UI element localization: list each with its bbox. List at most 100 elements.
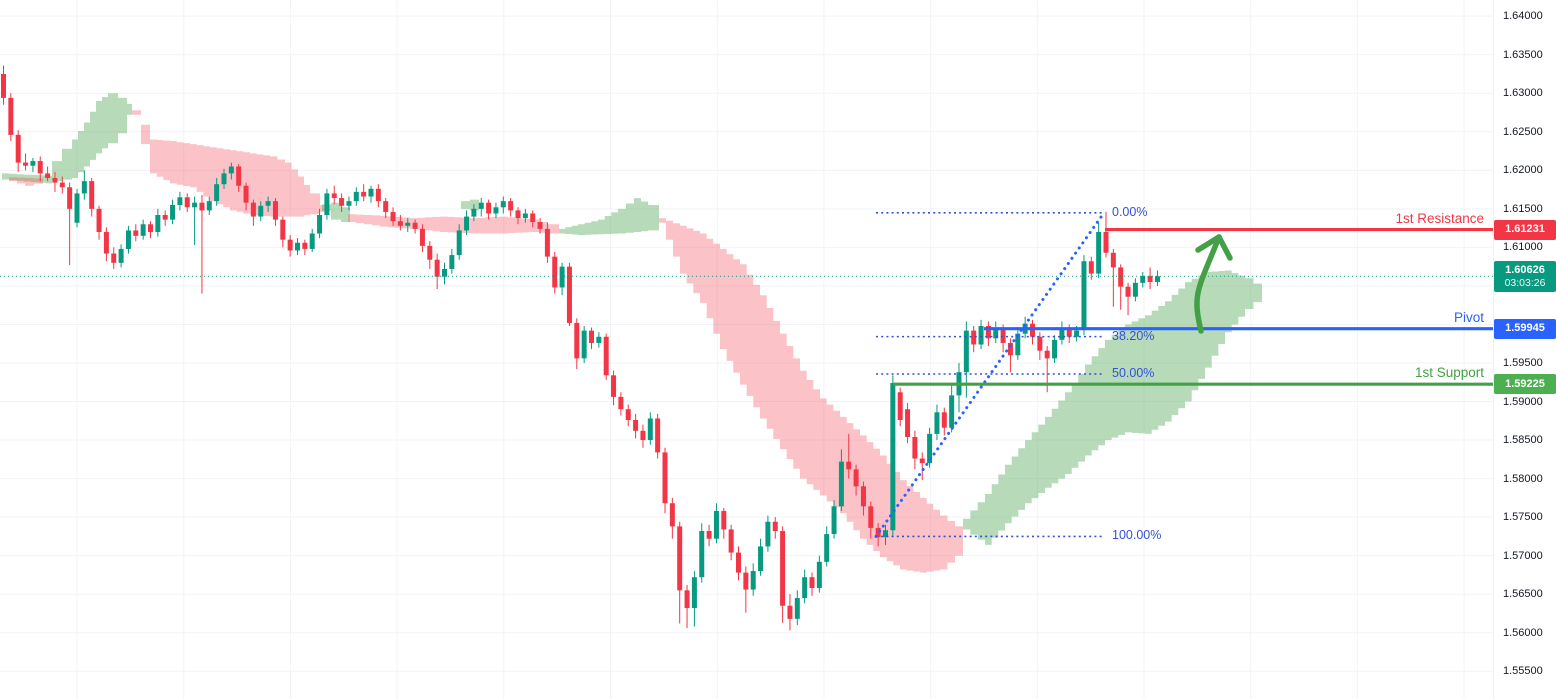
candle-body bbox=[140, 224, 146, 236]
candle-body bbox=[170, 204, 176, 220]
candle-body bbox=[802, 577, 808, 599]
trend-arrow[interactable] bbox=[1194, 234, 1233, 334]
candle-body bbox=[1037, 336, 1043, 351]
candle-body bbox=[662, 452, 668, 504]
candle-body bbox=[1074, 330, 1080, 337]
candle-body bbox=[405, 222, 411, 226]
candle-body bbox=[265, 201, 271, 206]
price-tick-label: 1.59000 bbox=[1503, 395, 1543, 408]
candle-body bbox=[508, 201, 514, 211]
candle-body bbox=[669, 503, 675, 527]
candle-body bbox=[228, 166, 234, 174]
candle-body bbox=[824, 534, 830, 562]
price-tick-label: 1.58500 bbox=[1503, 434, 1543, 447]
candle-body bbox=[758, 546, 764, 572]
candle-body bbox=[1, 73, 6, 98]
price-axis[interactable]: 1.64000 1.63500 1.63000 1.62500 1.62000 1.615… bbox=[1493, 0, 1556, 699]
candle-body bbox=[515, 210, 521, 219]
cloud-green bbox=[963, 270, 1262, 545]
candle-body bbox=[838, 461, 844, 507]
candle-body bbox=[493, 207, 499, 214]
candle-body bbox=[375, 188, 381, 202]
candle-body bbox=[67, 187, 73, 209]
candle-body bbox=[978, 325, 984, 345]
candle-body bbox=[691, 577, 697, 609]
candle-body bbox=[677, 526, 683, 591]
candle-body bbox=[243, 185, 249, 203]
price-badge-pivot: 1.59945 bbox=[1494, 318, 1556, 339]
fib-retracement[interactable] bbox=[876, 211, 1104, 538]
candle-body bbox=[221, 173, 227, 185]
candle-body bbox=[1088, 261, 1094, 274]
candle-body bbox=[74, 193, 80, 223]
candle-body bbox=[89, 181, 95, 209]
candle-body bbox=[192, 202, 198, 208]
candle-body bbox=[118, 248, 124, 263]
candle-body bbox=[963, 330, 969, 373]
candle-body bbox=[148, 224, 153, 232]
candle-body bbox=[125, 230, 131, 249]
candle-body bbox=[111, 253, 117, 263]
candle-body bbox=[655, 418, 661, 453]
candle-body bbox=[449, 255, 455, 269]
candle-body bbox=[647, 418, 653, 441]
candle-body bbox=[522, 213, 528, 219]
candle-body bbox=[317, 215, 323, 234]
candle-body bbox=[743, 572, 749, 590]
candle-body bbox=[721, 510, 727, 530]
candle-body bbox=[699, 530, 705, 578]
candle-body bbox=[258, 205, 264, 217]
price-tick-label: 1.59500 bbox=[1503, 356, 1543, 369]
cloud-green bbox=[46, 93, 132, 184]
candle-body bbox=[419, 228, 425, 246]
candle-body bbox=[883, 530, 888, 538]
candle-body bbox=[934, 412, 940, 434]
candle-body bbox=[339, 198, 345, 206]
candle-body bbox=[1000, 327, 1006, 343]
candle-body bbox=[780, 530, 786, 606]
candle-body bbox=[927, 433, 933, 464]
price-badge-support: 1.59225 bbox=[1494, 374, 1556, 395]
candle-body bbox=[412, 222, 418, 229]
candle-body bbox=[309, 233, 315, 249]
candle-body bbox=[199, 202, 205, 211]
candle-body bbox=[589, 330, 594, 343]
candle-body bbox=[625, 409, 631, 421]
candle-body bbox=[941, 412, 947, 428]
candle-body bbox=[442, 268, 447, 277]
candle-body bbox=[1096, 231, 1102, 274]
candle-body bbox=[383, 201, 389, 212]
price-tick-label: 1.63000 bbox=[1503, 87, 1543, 100]
cloud-green bbox=[559, 198, 659, 236]
price-tick-label: 1.57500 bbox=[1503, 511, 1543, 524]
candle-body bbox=[875, 527, 881, 538]
candle-body bbox=[993, 327, 999, 339]
candle-body bbox=[456, 230, 462, 256]
candle-body bbox=[596, 336, 602, 343]
candle-body bbox=[302, 242, 308, 249]
cloud-green bbox=[2, 173, 46, 184]
candle-body bbox=[684, 590, 690, 609]
candle-body bbox=[250, 202, 256, 217]
price-tick-label: 1.58000 bbox=[1503, 472, 1543, 485]
candle-body bbox=[59, 182, 65, 188]
candle-body bbox=[287, 239, 293, 251]
candle-body bbox=[905, 409, 911, 437]
candle-body bbox=[23, 162, 29, 166]
candle-body bbox=[853, 469, 859, 487]
candle-body bbox=[765, 521, 771, 547]
candle-body bbox=[8, 97, 14, 135]
candle-body bbox=[434, 259, 440, 277]
candle-body bbox=[103, 231, 109, 254]
candle-body bbox=[1081, 261, 1087, 330]
price-tick-label: 1.62500 bbox=[1503, 125, 1543, 138]
candle-body bbox=[566, 266, 572, 323]
candle-body bbox=[52, 178, 58, 183]
candle-body bbox=[949, 395, 955, 428]
candle-body bbox=[1015, 333, 1021, 356]
candle-body bbox=[559, 266, 565, 288]
candle-body bbox=[177, 197, 183, 205]
candle-body bbox=[133, 230, 139, 236]
